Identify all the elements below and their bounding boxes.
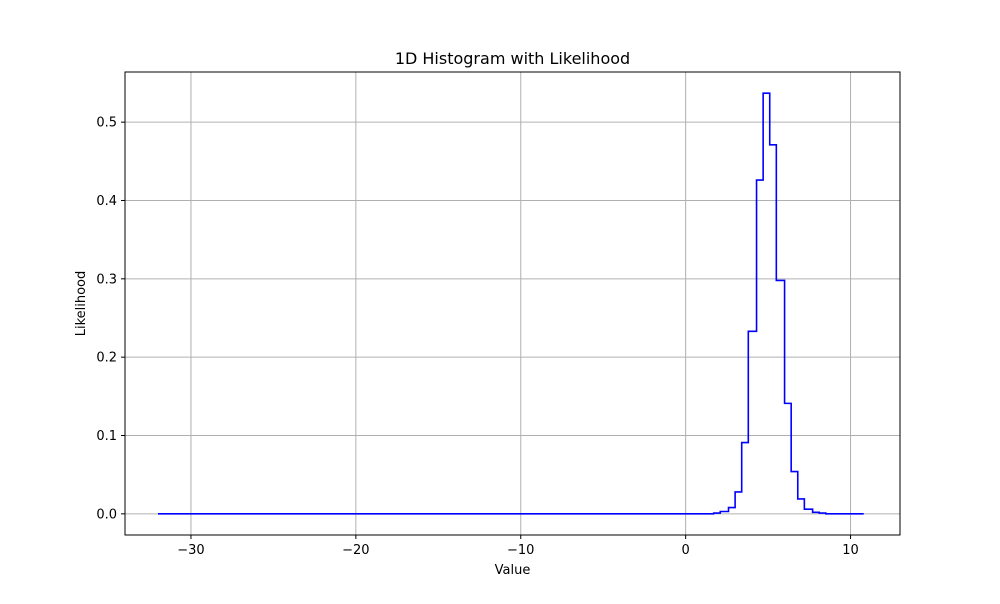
- chart-title: 1D Histogram with Likelihood: [395, 49, 630, 68]
- y-tick-label: 0.1: [96, 429, 117, 444]
- x-axis-label: Value: [495, 563, 531, 578]
- x-tick-label: −20: [342, 543, 369, 558]
- x-tick-label: −10: [507, 543, 534, 558]
- y-axis-label: Likelihood: [74, 271, 89, 337]
- y-tick-label: 0.0: [96, 507, 117, 522]
- y-tick-label: 0.2: [96, 351, 117, 366]
- series-layer: [157, 92, 864, 515]
- histogram-step-line: [157, 92, 864, 515]
- tick-layer: −30 −20 −10 0 10 0.0 0.1 0.2 0.3 0.4 0.5: [96, 116, 858, 558]
- y-tick-label: 0.5: [96, 116, 117, 131]
- x-tick-label: −30: [177, 543, 204, 558]
- y-tick-label: 0.3: [96, 272, 117, 287]
- plot-area-frame: [124, 71, 901, 536]
- y-tick-label: 0.4: [96, 194, 117, 209]
- x-tick-label: 10: [842, 543, 859, 558]
- x-tick-label: 0: [681, 543, 689, 558]
